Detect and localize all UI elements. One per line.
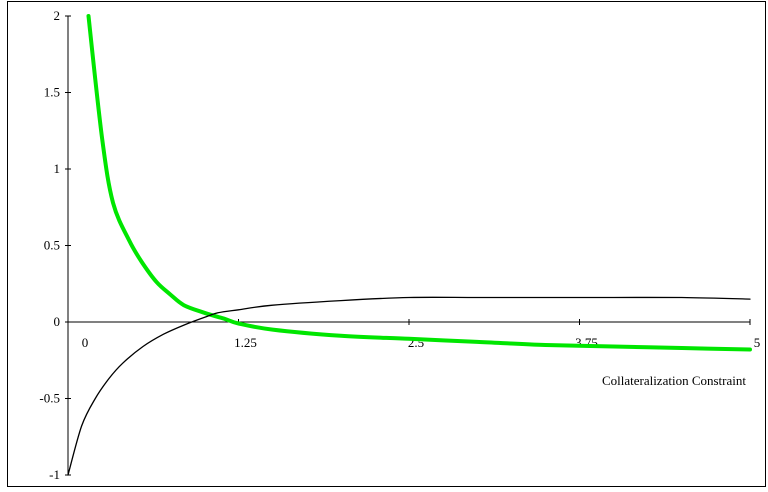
plot-frame [7,1,766,487]
y-tick-label: -0.5 [39,391,60,406]
y-tick-label: 2 [54,8,61,23]
y-tick-label: 1 [54,161,61,176]
series-line-2 [67,296,751,476]
y-tick-label: -1 [49,467,60,482]
y-tick-label: 1.5 [44,85,60,100]
x-tick-label: 1.25 [234,335,257,350]
x-axis-label: Collateralization Constraint [602,373,746,388]
series-layer [67,14,752,476]
x-tick-label: 0 [82,335,89,350]
y-tick-label: 0.5 [44,238,60,253]
x-tick-label: 5 [754,335,761,350]
y-tick-label: 0 [54,314,61,329]
axes: -1-0.500.511.520 1.25 2.5 3.75 5 [39,8,760,482]
series-line-1 [86,14,752,352]
